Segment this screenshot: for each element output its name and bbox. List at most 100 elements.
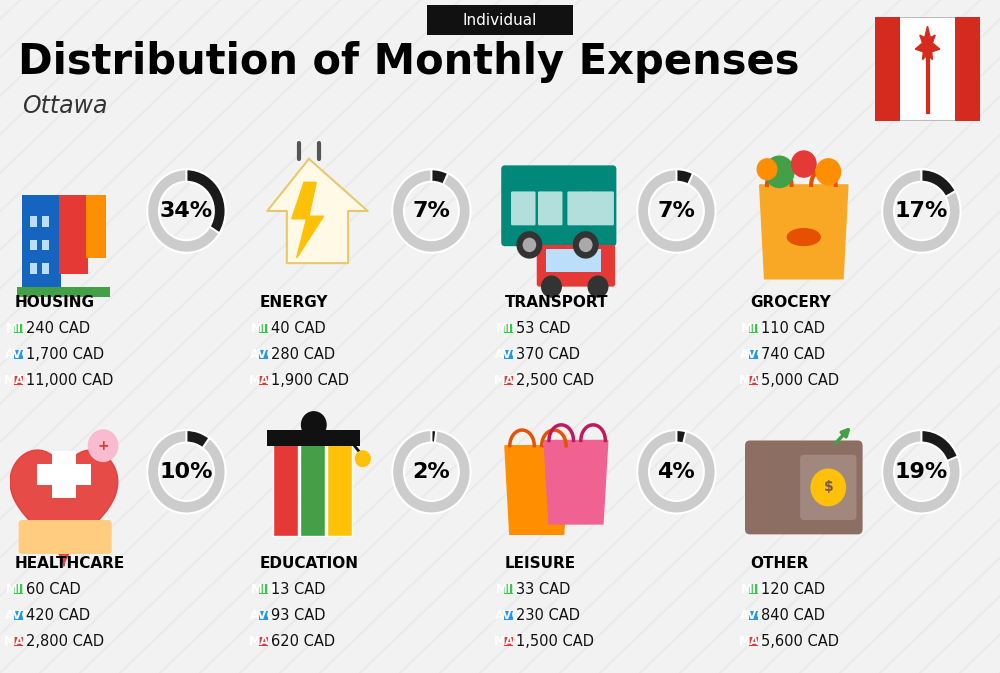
Text: 4%: 4% [658,462,695,482]
Text: MIN: MIN [496,583,522,596]
FancyBboxPatch shape [300,444,325,536]
Text: 740 CAD: 740 CAD [761,347,826,362]
Polygon shape [292,182,324,258]
Wedge shape [147,169,226,252]
Text: 840 CAD: 840 CAD [761,608,825,623]
Wedge shape [392,430,471,513]
FancyBboxPatch shape [14,584,23,594]
FancyBboxPatch shape [267,430,360,446]
Text: MAX: MAX [249,374,279,387]
FancyBboxPatch shape [537,245,615,287]
Text: 120 CAD: 120 CAD [761,581,826,597]
Text: MIN: MIN [6,583,32,596]
Text: TRANSPORT: TRANSPORT [505,295,608,310]
Wedge shape [431,430,436,443]
Circle shape [542,276,561,297]
FancyBboxPatch shape [259,637,268,646]
Text: 7%: 7% [412,201,450,221]
Circle shape [811,469,845,505]
Text: 2%: 2% [413,462,450,482]
FancyBboxPatch shape [327,444,352,536]
Text: MIN: MIN [251,583,277,596]
FancyBboxPatch shape [14,376,23,385]
Polygon shape [267,159,368,263]
Text: MAX: MAX [4,635,34,648]
Text: AVG: AVG [250,608,277,622]
Text: MAX: MAX [249,635,279,648]
Text: 280 CAD: 280 CAD [271,347,336,362]
Wedge shape [392,169,471,252]
FancyBboxPatch shape [504,376,513,385]
Text: MAX: MAX [494,635,524,648]
Text: HOUSING: HOUSING [15,295,95,310]
Text: 230 CAD: 230 CAD [516,608,580,623]
FancyBboxPatch shape [427,5,573,35]
Text: 110 CAD: 110 CAD [761,321,825,336]
FancyBboxPatch shape [259,350,268,359]
FancyBboxPatch shape [955,17,980,121]
Text: 13 CAD: 13 CAD [271,581,326,597]
Polygon shape [760,185,848,279]
Wedge shape [676,169,693,184]
FancyBboxPatch shape [546,249,601,272]
Circle shape [88,430,118,462]
Text: $: $ [823,481,833,495]
FancyBboxPatch shape [273,444,298,536]
Text: 2,500 CAD: 2,500 CAD [516,373,595,388]
FancyBboxPatch shape [504,610,513,620]
FancyBboxPatch shape [17,287,110,297]
Circle shape [792,151,816,177]
Wedge shape [637,430,716,513]
FancyBboxPatch shape [30,240,37,250]
Polygon shape [505,446,569,534]
Polygon shape [915,26,940,60]
Text: 420 CAD: 420 CAD [26,608,91,623]
Wedge shape [882,430,961,513]
FancyBboxPatch shape [22,195,61,289]
Text: MAX: MAX [4,374,34,387]
FancyBboxPatch shape [259,610,268,620]
FancyBboxPatch shape [42,216,49,227]
Text: 11,000 CAD: 11,000 CAD [26,373,114,388]
FancyBboxPatch shape [504,584,513,594]
Text: AVG: AVG [740,348,767,361]
Text: 60 CAD: 60 CAD [26,581,81,597]
FancyBboxPatch shape [52,451,76,498]
Text: 19%: 19% [895,462,948,482]
Text: 1,900 CAD: 1,900 CAD [271,373,349,388]
Text: HEALTHCARE: HEALTHCARE [15,555,125,571]
FancyBboxPatch shape [86,195,106,258]
Wedge shape [186,169,226,234]
Text: 5,600 CAD: 5,600 CAD [761,634,839,649]
FancyBboxPatch shape [501,166,616,246]
Text: 10%: 10% [160,462,213,482]
Circle shape [757,159,777,180]
FancyBboxPatch shape [504,324,513,333]
FancyBboxPatch shape [30,216,37,227]
FancyBboxPatch shape [19,520,112,554]
Text: 53 CAD: 53 CAD [516,321,571,336]
Wedge shape [147,430,226,513]
FancyBboxPatch shape [504,350,513,359]
Text: MAX: MAX [739,635,769,648]
FancyBboxPatch shape [14,610,23,620]
Text: 2,800 CAD: 2,800 CAD [26,634,105,649]
Text: 7%: 7% [657,201,695,221]
FancyBboxPatch shape [259,324,268,333]
Circle shape [816,159,841,185]
Circle shape [302,412,326,438]
FancyBboxPatch shape [14,637,23,646]
Wedge shape [637,169,716,252]
Text: 17%: 17% [895,201,948,221]
Text: 93 CAD: 93 CAD [271,608,326,623]
FancyBboxPatch shape [259,376,268,385]
Text: MIN: MIN [6,322,32,335]
Text: MIN: MIN [251,322,277,335]
FancyBboxPatch shape [538,191,562,225]
Text: AVG: AVG [495,348,522,361]
Text: AVG: AVG [5,608,32,622]
Text: Individual: Individual [463,13,537,28]
FancyBboxPatch shape [749,376,758,385]
Text: 33 CAD: 33 CAD [516,581,571,597]
FancyBboxPatch shape [14,324,23,333]
